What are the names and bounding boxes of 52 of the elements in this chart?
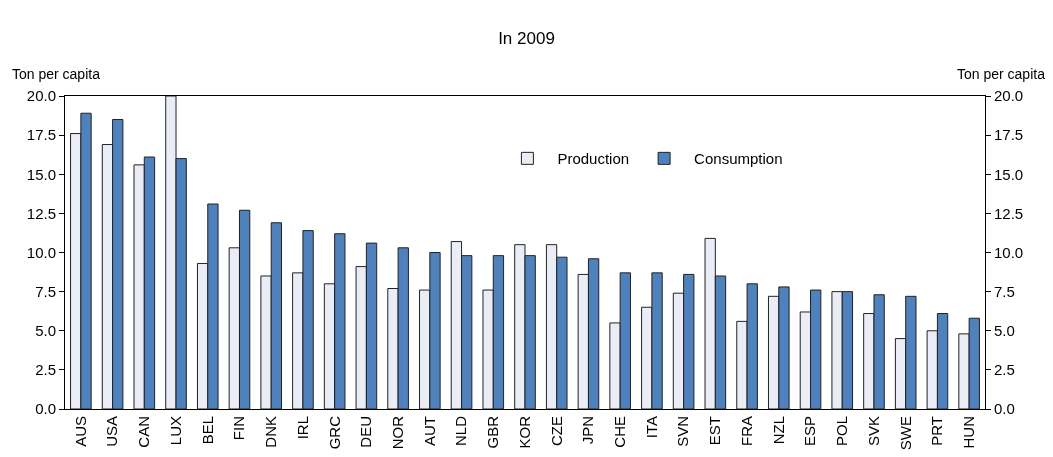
x-tick-label: SVK (864, 416, 882, 447)
y-tick-label: 17.5 (26, 126, 56, 144)
x-tick-label: SWE (896, 416, 914, 451)
y2-tick-label: 5.0 (994, 322, 1015, 339)
y-tick-label: 15.0 (26, 165, 56, 183)
x-tick-label: ITA (642, 416, 660, 439)
x-tick-label: PRT (928, 416, 946, 446)
y-tick-label: 10.0 (26, 243, 56, 261)
x-tick-label: HUN (960, 416, 978, 449)
x-tick-label: AUT (420, 416, 438, 446)
x-tick-label: GRC (325, 415, 343, 450)
x-tick-label: SVN (674, 416, 692, 447)
x-tick-label: CHE (611, 416, 629, 448)
y2-axis-title: Ton per capita (957, 66, 1046, 82)
y2-tick-label: 0.0 (994, 400, 1015, 418)
y2-tick-label: 17.5 (994, 126, 1024, 144)
x-tick-label: KOR (515, 415, 533, 449)
y2-tick-label: 12.5 (994, 204, 1024, 222)
x-tick-label: BEL (198, 416, 216, 445)
x-tick-label: JPN (579, 416, 597, 445)
y2-tick-label: 2.5 (994, 361, 1015, 379)
legend-label: Production (557, 150, 630, 168)
x-tick-label: NLD (452, 415, 470, 447)
chart-title: In 2009 (498, 28, 555, 48)
x-tick-label: NZL (769, 416, 787, 445)
x-tick-label: FIN (230, 416, 248, 441)
y-tick-label: 20.0 (26, 87, 56, 105)
x-tick-label: CAN (135, 416, 153, 448)
x-tick-label: NOR (388, 415, 406, 450)
x-tick-label: AUS (71, 416, 89, 447)
x-tick-label: GBR (484, 415, 502, 449)
y2-tick-label: 7.5 (994, 282, 1015, 300)
y-axis-title: Ton per capita (12, 66, 101, 82)
y-tick-label: 12.5 (26, 204, 56, 222)
y2-tick-label: 10.0 (994, 243, 1024, 261)
x-tick-label: POL (833, 416, 851, 447)
x-tick-label: CZE (547, 416, 565, 446)
x-tick-label: EST (706, 416, 724, 446)
y-tick-label: 7.5 (35, 282, 56, 300)
x-tick-label: ESP (801, 416, 819, 447)
y-tick-label: 2.5 (35, 361, 56, 379)
x-tick-label: FRA (737, 416, 755, 446)
y-tick-label: 5.0 (35, 322, 56, 339)
legend-label: Consumption (694, 150, 783, 168)
y2-tick-label: 15.0 (994, 165, 1024, 183)
x-tick-label: DEU (357, 416, 375, 448)
x-tick-label: LUX (166, 416, 184, 446)
y2-tick-label: 20.0 (994, 87, 1024, 105)
y-tick-label: 0.0 (35, 400, 56, 418)
x-tick-label: DNK (262, 416, 280, 448)
x-tick-label: USA (103, 416, 121, 447)
x-tick-label: IRL (293, 416, 311, 440)
